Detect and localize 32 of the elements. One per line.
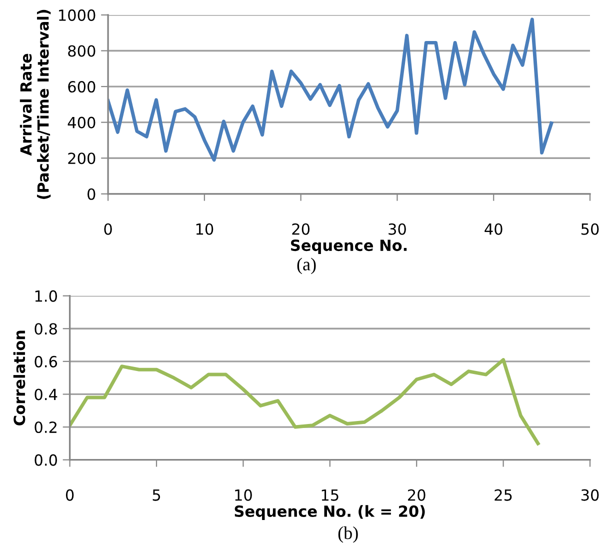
y-tick-label: 600 [68, 81, 96, 93]
line-series [108, 18, 554, 162]
x-tick-label: 40 [484, 223, 502, 235]
y-axis-title: Correlation [13, 330, 26, 426]
text: (a) [297, 258, 316, 274]
x-tick-label: 20 [292, 223, 310, 235]
x-tick-label: 50 [581, 223, 599, 235]
x-tick-label: 0 [104, 223, 112, 235]
y-tick-label: 0.6 [34, 356, 58, 368]
x-axis-title: Sequence No. (k = 20) [234, 505, 425, 520]
y-tick-label: 1.0 [35, 290, 57, 302]
line-series [70, 358, 540, 446]
x-tick-label: 30 [581, 489, 599, 501]
x-axis-title: Sequence No. [291, 240, 407, 254]
y-tick-label: 0.4 [34, 388, 58, 400]
x-tick-label: 10 [196, 223, 214, 235]
y-axis-title: Arrival Rate (Packet/Time Interval) [20, 10, 51, 199]
x-tick-label: 20 [408, 489, 426, 501]
y-tick-label: 1000 [59, 9, 96, 21]
x-tick-label: 25 [494, 489, 512, 501]
y-tick-label: 0.8 [34, 323, 57, 335]
y-tick-label: 400 [68, 116, 96, 128]
x-tick-label: 10 [235, 489, 252, 501]
text: (b) [338, 526, 358, 543]
y-tick-label: 0.0 [34, 454, 57, 466]
y-tick-label: 800 [68, 45, 96, 57]
y-tick-label: 200 [68, 152, 96, 164]
y-tick-label: 0 [88, 188, 96, 200]
x-tick-label: 30 [388, 223, 406, 235]
y-tick-label: 0.2 [34, 421, 56, 434]
x-tick-label: 5 [152, 489, 160, 501]
x-tick-label: 15 [322, 489, 338, 501]
